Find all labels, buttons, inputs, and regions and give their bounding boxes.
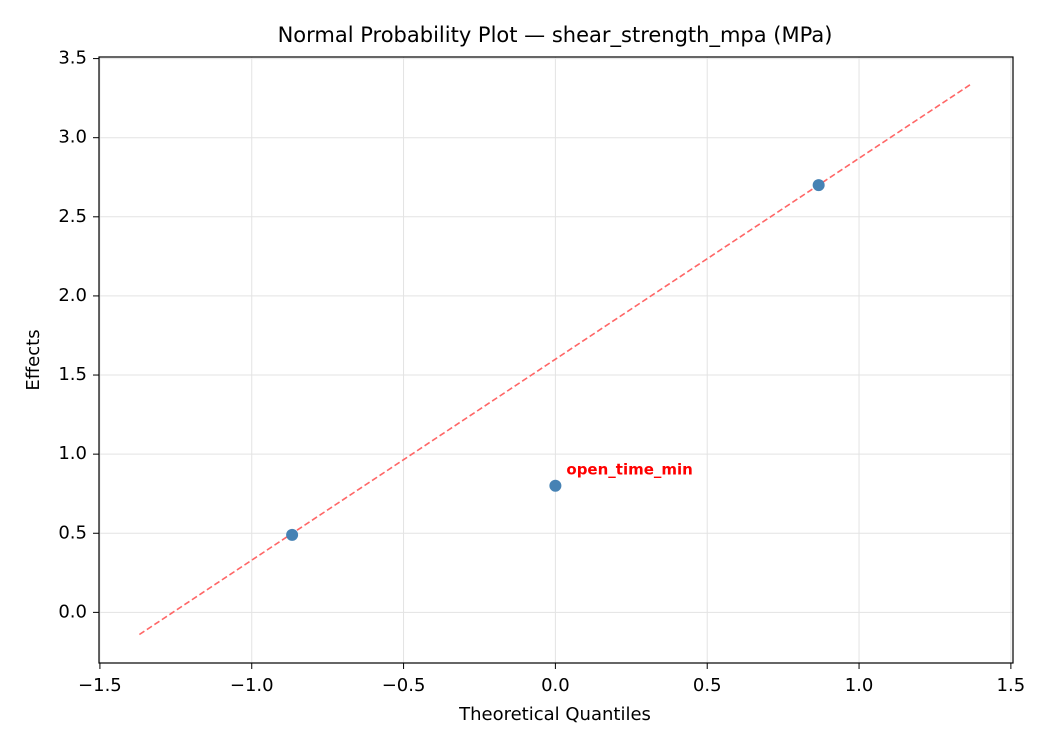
reference-line — [138, 83, 972, 636]
x-axis-label: Theoretical Quantiles — [458, 704, 651, 725]
y-axis-label: Effects — [23, 329, 44, 390]
y-tick-label: 3.0 — [58, 127, 87, 148]
point-label: open_time_min — [566, 460, 692, 478]
y-tick-label: 2.0 — [58, 285, 87, 306]
y-tick-label: 0.0 — [58, 601, 87, 622]
chart-title: Normal Probability Plot — shear_strength… — [278, 23, 833, 48]
x-tick-label: −1.5 — [78, 675, 122, 696]
plot-frame — [98, 56, 1014, 664]
x-tick-label: 0.5 — [693, 675, 722, 696]
y-tick-label: 1.0 — [58, 443, 87, 464]
point — [286, 528, 299, 541]
point — [549, 479, 562, 492]
point — [812, 179, 825, 192]
y-tick-label: 0.5 — [58, 522, 87, 543]
y-tick-label: 1.5 — [58, 364, 87, 385]
x-tick-label: −1.0 — [230, 675, 274, 696]
y-tick-label: 3.5 — [58, 48, 87, 69]
x-tick-label: 0.0 — [541, 675, 570, 696]
x-tick-label: −0.5 — [382, 675, 426, 696]
y-tick-label: 2.5 — [58, 206, 87, 227]
x-tick-label: 1.0 — [845, 675, 874, 696]
x-tick-label: 1.5 — [997, 675, 1026, 696]
